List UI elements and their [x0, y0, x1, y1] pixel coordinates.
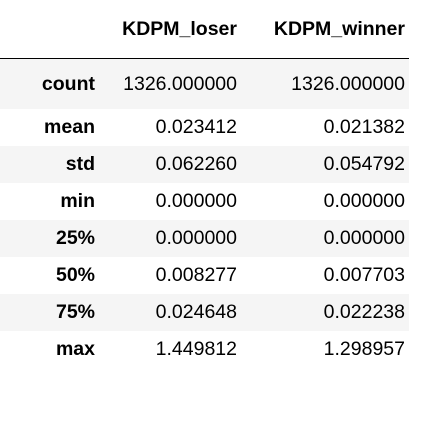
- row-index-label: count: [0, 58, 99, 109]
- row-index-label: std: [0, 146, 99, 183]
- row-index-label: mean: [0, 109, 99, 146]
- table-cell: 0.000000: [241, 220, 409, 257]
- column-header: KDPM_loser: [99, 0, 241, 59]
- table-cell: 0.021382: [241, 109, 409, 146]
- table-cell: 1326.000000: [241, 58, 409, 109]
- table-row: min 0.000000 0.000000: [0, 183, 409, 220]
- table-row: 75% 0.024648 0.022238: [0, 294, 409, 331]
- table-cell: 0.008277: [99, 257, 241, 294]
- table-row: mean 0.023412 0.021382: [0, 109, 409, 146]
- table-cell: 1.298957: [241, 331, 409, 368]
- table-row: count 1326.000000 1326.000000: [0, 58, 409, 109]
- row-index-label: 50%: [0, 257, 99, 294]
- describe-table: KDPM_loser KDPM_winner count 1326.000000…: [0, 0, 409, 368]
- table-cell: 0.022238: [241, 294, 409, 331]
- table-cell: 0.023412: [99, 109, 241, 146]
- table-body: count 1326.000000 1326.000000 mean 0.023…: [0, 58, 409, 368]
- table-cell: 0.024648: [99, 294, 241, 331]
- row-index-label: min: [0, 183, 99, 220]
- table-cell: 0.054792: [241, 146, 409, 183]
- table-cell: 1.449812: [99, 331, 241, 368]
- table-row: max 1.449812 1.298957: [0, 331, 409, 368]
- table-cell: 1326.000000: [99, 58, 241, 109]
- row-index-label: max: [0, 331, 99, 368]
- table-cell: 0.062260: [99, 146, 241, 183]
- table-row: 50% 0.008277 0.007703: [0, 257, 409, 294]
- row-index-label: 25%: [0, 220, 99, 257]
- table-cell: 0.007703: [241, 257, 409, 294]
- row-index-label: 75%: [0, 294, 99, 331]
- index-header-corner: [0, 0, 99, 59]
- column-header: KDPM_winner: [241, 0, 409, 59]
- table-row: std 0.062260 0.054792: [0, 146, 409, 183]
- header-row: KDPM_loser KDPM_winner: [0, 0, 409, 59]
- table-cell: 0.000000: [99, 183, 241, 220]
- table-header: KDPM_loser KDPM_winner: [0, 0, 409, 59]
- table-cell: 0.000000: [241, 183, 409, 220]
- table-row: 25% 0.000000 0.000000: [0, 220, 409, 257]
- table-cell: 0.000000: [99, 220, 241, 257]
